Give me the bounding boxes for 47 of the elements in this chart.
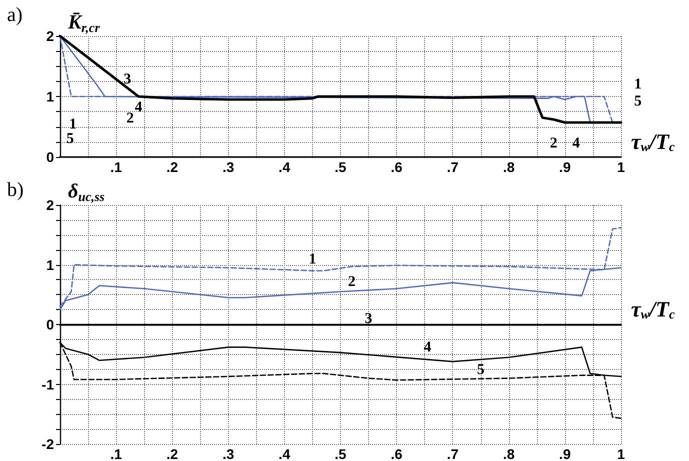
annotation: 4 [424, 340, 432, 356]
x-tick-label: .2 [166, 446, 178, 461]
chart-title: b) [7, 179, 24, 201]
x-tick-label: .8 [502, 446, 515, 461]
annotation: 5 [66, 130, 74, 147]
x-tick-label: .7 [446, 159, 459, 175]
x-tick-label: .2 [166, 159, 178, 175]
x-tick-label: 1 [617, 446, 626, 461]
x-tick-label: .3 [222, 446, 234, 461]
annotation: 2 [550, 136, 558, 152]
x-tick-label: .5 [334, 446, 347, 461]
annotation: 1 [69, 116, 77, 132]
y-tick-label: 1 [46, 88, 54, 104]
y-tick-label: 1 [46, 256, 54, 273]
annotation: 2 [126, 110, 134, 126]
x-tick-label: .6 [390, 446, 403, 461]
annotation: 5 [477, 362, 484, 378]
x-axis-title: τw/Tc [631, 129, 675, 154]
x-tick-label: .3 [222, 159, 234, 175]
x-tick-label: 1 [617, 159, 626, 175]
y-tick-label: -1 [42, 376, 54, 392]
x-tick-label: .9 [559, 159, 571, 175]
y-tick-label: 2 [46, 197, 54, 213]
text: 5 [634, 93, 642, 110]
x-axis-title: τw/Tc [631, 296, 675, 322]
line-series [59, 227, 622, 308]
y-tick-label: 0 [46, 149, 54, 165]
y-tick-label: 2 [46, 28, 54, 44]
chart-title: a) [7, 4, 23, 26]
x-tick-label: .4 [278, 446, 290, 461]
x-tick-label: .1 [110, 446, 122, 461]
annotation: 4 [134, 99, 143, 116]
x-tick-label: .1 [110, 159, 122, 175]
x-tick-label: .5 [334, 159, 347, 175]
annotation: 2 [348, 274, 356, 290]
x-tick-label: .4 [278, 159, 290, 175]
y-tick-label: 0 [46, 316, 54, 332]
annotation: 3 [364, 311, 372, 328]
y-tick-label: -2 [42, 436, 54, 452]
annotation: 3 [124, 72, 132, 88]
annotation: 4 [572, 136, 580, 152]
annotation: 1 [308, 252, 316, 268]
x-tick-label: .9 [559, 446, 571, 461]
x-tick-label: .8 [502, 159, 515, 175]
x-tick-label: .6 [390, 159, 403, 175]
text: 1 [634, 76, 642, 92]
x-tick-label: .7 [446, 446, 459, 461]
